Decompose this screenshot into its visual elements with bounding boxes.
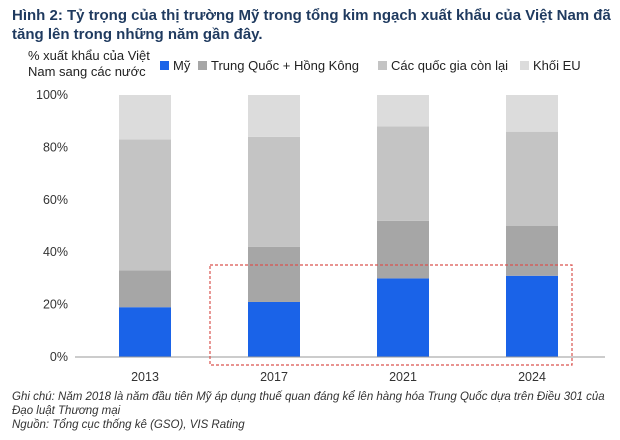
legend-label: Trung Quốc + Hồng Kông <box>211 58 359 73</box>
bar-segment <box>119 95 171 140</box>
bar-segment <box>119 270 171 308</box>
y-axis-label-line: % xuất khẩu của Việt <box>28 48 150 63</box>
legend-swatch <box>378 61 387 70</box>
legend-swatch <box>520 61 529 70</box>
chart-note: Ghi chú: Năm 2018 là năm đầu tiên Mỹ áp … <box>12 391 605 417</box>
chart-source: Nguồn: Tổng cục thống kê (GSO), VIS Rati… <box>12 419 245 431</box>
y-tick-label: 60% <box>43 193 68 207</box>
bar-segment <box>377 126 429 221</box>
y-axis-ticks: 0% 20% 40% 60% 80% 100% <box>36 88 68 364</box>
bar-segment <box>377 278 429 357</box>
bar-segment <box>119 139 171 271</box>
x-axis-ticks: 2013 2017 2021 2024 <box>131 370 546 384</box>
x-tick-label: 2013 <box>131 370 159 384</box>
legend-swatch <box>198 61 207 70</box>
x-tick-label: 2017 <box>260 370 288 384</box>
legend-swatch <box>160 61 169 70</box>
bar-segment <box>119 307 171 357</box>
x-tick-label: 2021 <box>389 370 417 384</box>
y-tick-label: 20% <box>43 298 68 312</box>
y-tick-label: 80% <box>43 140 68 154</box>
bar-segment <box>506 95 558 132</box>
bar-segment <box>248 136 300 247</box>
chart-title: Hình 2: Tỷ trọng của thị trường Mỹ trong… <box>12 7 611 43</box>
bar-segment <box>248 246 300 302</box>
bar-segment <box>377 220 429 279</box>
legend-label: Các quốc gia còn lại <box>391 58 508 73</box>
highlight-box <box>209 264 573 366</box>
bar-segment <box>506 275 558 357</box>
legend: Mỹ Trung Quốc + Hồng Kông Các quốc gia còn… <box>160 58 581 73</box>
bar-segment <box>506 226 558 276</box>
y-axis-label-line: Nam sang các nước <box>28 64 146 79</box>
bar-segment <box>248 95 300 137</box>
bars <box>119 95 558 357</box>
x-tick-label: 2024 <box>518 370 546 384</box>
y-tick-label: 0% <box>50 350 68 364</box>
y-tick-label: 100% <box>36 88 68 102</box>
bar-segment <box>248 301 300 357</box>
y-tick-label: 40% <box>43 245 68 259</box>
bar-segment <box>377 95 429 127</box>
legend-label: Mỹ <box>173 58 191 73</box>
legend-label: Khối EU <box>533 58 581 73</box>
bar-segment <box>506 131 558 226</box>
